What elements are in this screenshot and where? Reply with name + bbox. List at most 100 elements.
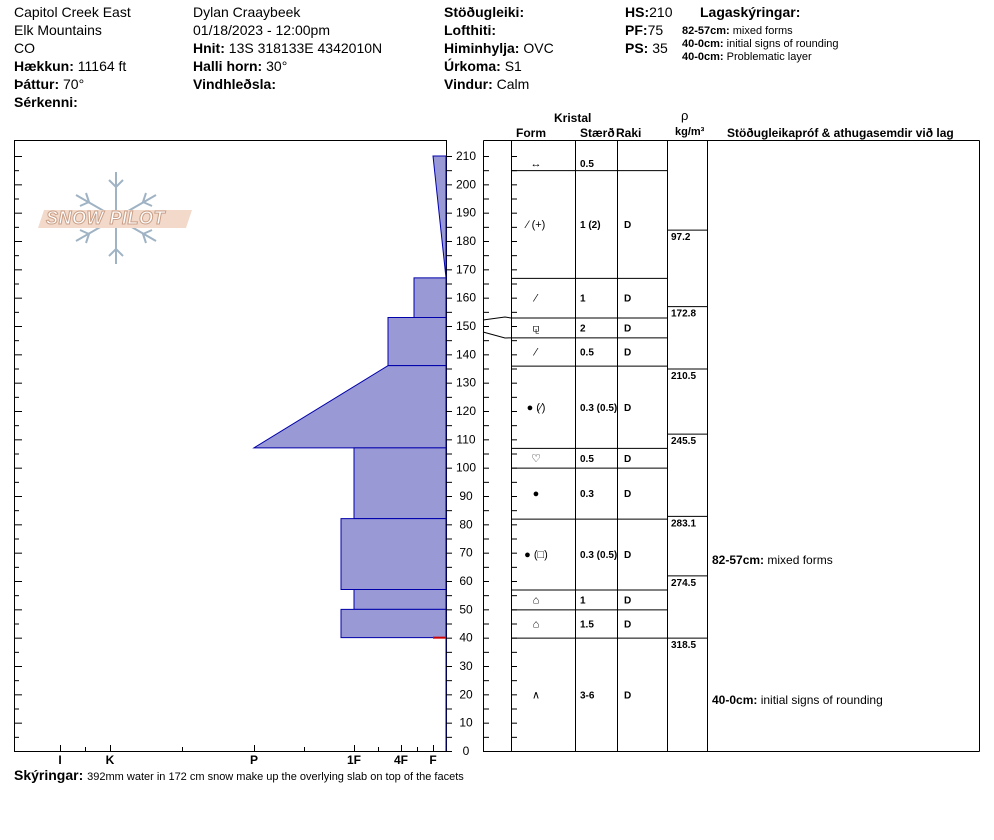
elevation: Hækkun: 11164 ft [14, 58, 127, 74]
grain-size: 0.5 [580, 348, 594, 359]
hs-value: HS:210 [625, 4, 673, 20]
grain-form-symbol: ⌂ [533, 594, 540, 606]
grain-form-symbol: ⁄ (+) [524, 219, 546, 231]
ps-value: PS: 35 [625, 40, 668, 56]
y-tick-label: 110 [456, 432, 475, 446]
y-tick-label: 70 [459, 546, 473, 560]
wind-loading-label: Vindhleðsla: [193, 76, 276, 92]
mountain-range: Elk Mountains [14, 22, 102, 38]
moisture: D [624, 454, 631, 465]
moisture-header: Raki [616, 125, 642, 141]
hardness-tick-label: K [106, 753, 115, 767]
location-name: Capitol Creek East [14, 4, 131, 20]
y-tick-label: 90 [459, 489, 473, 503]
air-temp-label: Lofthiti: [444, 22, 497, 38]
y-tick-label: 150 [456, 319, 476, 333]
moisture: D [624, 489, 631, 500]
y-tick-label: 50 [459, 602, 473, 616]
layer-comment: 82-57cm: mixed forms [712, 553, 833, 567]
rho-header: ρ [681, 108, 689, 123]
y-tick-label: 80 [459, 517, 473, 531]
sky-cover: Himinhylja: OVC [444, 40, 554, 56]
y-tick-label: 60 [459, 574, 473, 588]
grain-form-symbol: ⚼ [532, 322, 540, 334]
grain-form-symbol: ● [533, 488, 540, 500]
legend-item: 82-57cm: mixed forms [682, 25, 793, 37]
grain-size: 0.5 [580, 159, 594, 170]
y-tick-label: 210 [456, 149, 476, 163]
hardness-tick-label: 4F [394, 753, 408, 767]
hardness-tick-label: 1F [347, 753, 361, 767]
y-tick-label: 170 [456, 262, 476, 276]
crystal-header: Kristal [554, 111, 592, 125]
stability-label: Stöðugleiki: [444, 4, 525, 20]
observer: Dylan Craaybeek [193, 4, 301, 20]
aspect: Þáttur: 70° [14, 76, 85, 92]
hardness-layer-bar [340, 518, 447, 591]
pf-value: PF:75 [625, 22, 664, 38]
hardness-layer-bar [252, 365, 447, 449]
y-tick-label: 190 [456, 206, 476, 220]
notes: Skýringar: 392mm water in 172 cm snow ma… [14, 767, 464, 783]
moisture: D [624, 690, 631, 701]
hardness-tick-label: F [429, 753, 436, 767]
moisture: D [624, 550, 631, 561]
precipitation: Úrkoma: S1 [444, 58, 522, 74]
hardness-layer-bar [387, 317, 447, 367]
layer-connector [482, 316, 512, 321]
grain-form-symbol: ↔ [531, 158, 542, 170]
y-tick-label: 180 [456, 234, 476, 248]
y-tick-label: 20 [459, 687, 473, 701]
layer-connector [482, 331, 512, 339]
grain-form-symbol: ● (⁄) [527, 402, 546, 414]
hardness-layer-bar [353, 447, 447, 520]
snowpilot-logo: SNOW PILOT [38, 170, 194, 270]
size-header: Stærð [580, 126, 615, 140]
legend-title: Lagaskýringar: [700, 4, 801, 20]
moisture: D [624, 348, 631, 359]
grain-form-symbol: ⁄ [532, 293, 539, 305]
y-tick-label: 0 [463, 744, 470, 758]
grain-size: 1.5 [580, 620, 594, 631]
grain-size: 0.3 [580, 489, 594, 500]
slope-angle: Halli horn: 30° [193, 58, 288, 74]
density-value: 283.1 [671, 518, 696, 529]
moisture: D [624, 620, 631, 631]
grain-form-symbol: ∧ [532, 689, 540, 701]
y-tick-label: 200 [456, 177, 476, 191]
grain-size: 0.3 (0.5) [580, 550, 617, 561]
density-value: 274.5 [671, 578, 696, 589]
density-value: 245.5 [671, 436, 696, 447]
hardness-layer-bar [340, 608, 447, 639]
grain-size: 1 [580, 595, 586, 606]
grain-form-symbol: ⁄ [532, 347, 539, 359]
grain-size: 0.3 (0.5) [580, 403, 617, 414]
state: CO [14, 40, 35, 56]
y-tick-label: 130 [456, 376, 476, 390]
y-tick-label: 30 [459, 659, 473, 673]
y-tick-label: 40 [459, 631, 473, 645]
grain-size: 1 (2) [580, 220, 601, 231]
legend-item: 40-0cm: initial signs of rounding [682, 38, 839, 50]
datetime: 01/18/2023 - 12:00pm [193, 22, 330, 38]
grain-size: 3-6 [580, 690, 595, 701]
density-value: 172.8 [671, 309, 696, 320]
layer-comment: 40-0cm: initial signs of rounding [712, 693, 883, 707]
hardness-layer-bar [432, 155, 447, 278]
density-value: 210.5 [671, 371, 696, 382]
y-tick-label: 100 [456, 461, 476, 475]
moisture: D [624, 323, 631, 334]
hardness-tick-label: I [58, 753, 61, 767]
wind: Vindur: Calm [444, 76, 530, 92]
moisture: D [624, 294, 631, 305]
grain-size: 2 [580, 323, 586, 334]
grain-form-symbol: ⌂ [533, 619, 540, 631]
hardness-layer-bar [413, 277, 447, 319]
grain-form-symbol: ♡ [531, 453, 541, 465]
hardness-layer-bar [353, 589, 447, 610]
grain-form-symbol: ● (□) [524, 549, 548, 561]
y-tick-label: 120 [456, 404, 476, 418]
grain-size: 1 [580, 294, 586, 305]
y-tick-label: 10 [459, 716, 473, 730]
